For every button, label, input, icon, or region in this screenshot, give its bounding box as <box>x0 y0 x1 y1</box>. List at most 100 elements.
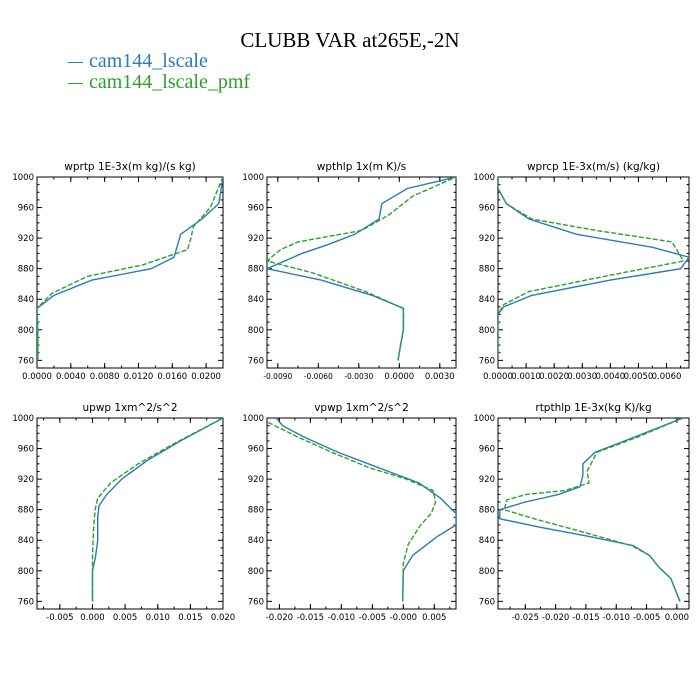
y-tick-label: 1000 <box>12 414 34 424</box>
series-line-lscale <box>499 418 684 602</box>
y-tick-label: 920 <box>479 234 495 244</box>
y-tick-label: 960 <box>479 445 495 455</box>
y-tick-label: 800 <box>18 326 34 336</box>
x-tick-label: -0.0030 <box>344 372 373 381</box>
x-tick-label: -0.005 <box>633 613 660 623</box>
x-tick-label: 0.0010 <box>511 372 541 382</box>
x-tick-label: -0.0060 <box>304 372 333 381</box>
x-tick-label: 0.015 <box>178 613 202 623</box>
y-tick-label: 960 <box>479 204 495 214</box>
y-tick-label: 1000 <box>473 414 495 424</box>
x-tick-label: -0.015 <box>297 613 324 623</box>
legend-entry-lscale: cam144_lscale <box>68 50 208 73</box>
panel-title: wpthlp 1x(m K)/s <box>317 161 407 173</box>
chart-panel-3: upwp 1xm^2/s^2 760 800 840 880 920 960 1000 -0.0… <box>12 402 235 623</box>
series-line-lscale-pmf <box>503 418 684 602</box>
chart-panel-5: rtpthlp 1E-3x(kg K)/kg 760 800 840 880 920 960… <box>473 402 690 623</box>
chart-panel-2: wprcp 1E-3x(m/s) (kg/kg) 760 800 840 880 920 9… <box>473 161 690 382</box>
y-tick-label: 920 <box>18 234 34 244</box>
y-tick-label: 800 <box>479 567 495 577</box>
series-line-lscale-pmf <box>91 418 223 602</box>
x-tick-label: 0.010 <box>146 613 170 623</box>
panel-title: wprcp 1E-3x(m/s) (kg/kg) <box>527 161 660 173</box>
x-tick-label: -0.005 <box>46 613 73 623</box>
series-line-lscale <box>267 177 456 361</box>
y-tick-label: 880 <box>18 265 34 275</box>
y-tick-label: 920 <box>248 234 264 244</box>
plot-frame <box>266 176 457 369</box>
legend-swatch-lscale <box>68 61 83 63</box>
x-tick-label: -0.025 <box>512 613 539 623</box>
y-tick-label: 1000 <box>242 173 264 183</box>
plot-frame <box>497 176 690 369</box>
plot-frame <box>266 417 457 610</box>
y-tick-label: 760 <box>479 356 495 366</box>
plot-frame <box>36 176 224 369</box>
y-tick-label: 760 <box>248 597 264 607</box>
panel-title: vpwp 1xm^2/s^2 <box>314 402 409 414</box>
chart-panel-4: vpwp 1xm^2/s^2 760 800 840 880 920 960 1000 -0.0… <box>242 402 457 623</box>
x-tick-label: 0.000 <box>665 613 689 623</box>
x-tick-label: 0.0030 <box>567 372 597 382</box>
legend-entry-lscale-pmf: cam144_lscale_pmf <box>68 71 250 94</box>
y-tick-label: 880 <box>248 506 264 516</box>
x-tick-label: 0.0040 <box>56 372 86 382</box>
series-line-lscale <box>91 418 223 602</box>
series-line-lscale <box>498 177 689 361</box>
x-tick-label: 0.0000 <box>483 372 513 382</box>
series-line-lscale-pmf <box>267 177 456 361</box>
y-tick-label: 840 <box>18 295 34 305</box>
y-tick-label: 840 <box>479 536 495 546</box>
y-tick-label: 800 <box>248 567 264 577</box>
panel-title: rtpthlp 1E-3x(kg K)/kg <box>535 402 651 414</box>
x-tick-label: 0.000 <box>80 613 104 623</box>
x-tick-label: 0.005 <box>422 613 446 623</box>
x-tick-label: 0.0000 <box>22 372 52 382</box>
y-tick-label: 960 <box>248 445 264 455</box>
x-tick-label: 0.020 <box>211 613 235 623</box>
y-tick-label: 760 <box>18 356 34 366</box>
y-tick-label: 800 <box>248 326 264 336</box>
x-tick-label: -0.000 <box>390 613 417 623</box>
y-tick-label: 1000 <box>473 173 495 183</box>
legend-swatch-lscale-pmf <box>68 82 83 84</box>
x-tick-label: -0.015 <box>572 613 599 623</box>
y-tick-label: 880 <box>18 506 34 516</box>
y-tick-label: 800 <box>479 326 495 336</box>
y-tick-label: 960 <box>18 445 34 455</box>
legend-label-lscale: cam144_lscale <box>89 50 208 72</box>
y-tick-label: 840 <box>248 295 264 305</box>
panel-title: upwp 1xm^2/s^2 <box>83 402 178 414</box>
plot-frame <box>497 417 690 610</box>
x-tick-label: -0.0090 <box>263 372 292 381</box>
y-tick-label: 920 <box>479 475 495 485</box>
y-tick-label: 880 <box>248 265 264 275</box>
x-tick-label: -0.020 <box>542 613 569 623</box>
x-tick-label: 0.0000 <box>384 372 414 382</box>
y-tick-label: 960 <box>248 204 264 214</box>
y-tick-label: 760 <box>479 597 495 607</box>
series-line-lscale-pmf <box>37 177 223 361</box>
y-tick-label: 760 <box>248 356 264 366</box>
y-tick-label: 760 <box>18 597 34 607</box>
y-tick-label: 1000 <box>242 414 264 424</box>
series-line-lscale <box>275 418 456 602</box>
legend-label-lscale-pmf: cam144_lscale_pmf <box>89 71 251 93</box>
x-tick-label: 0.0020 <box>539 372 569 382</box>
chart-panel-0: wprtp 1E-3x(m kg)/(s kg) 760 800 840 880 920 9… <box>12 161 224 382</box>
y-tick-label: 880 <box>479 506 495 516</box>
y-tick-label: 960 <box>18 204 34 214</box>
x-tick-label: 0.0080 <box>90 372 120 382</box>
y-tick-label: 920 <box>248 475 264 485</box>
series-line-lscale-pmf <box>267 421 437 602</box>
x-tick-label: 0.0030 <box>425 372 455 382</box>
x-tick-label: 0.0160 <box>157 372 187 382</box>
x-tick-label: 0.0060 <box>652 372 682 382</box>
series-line-lscale <box>37 177 223 361</box>
x-tick-label: -0.020 <box>266 613 293 623</box>
panel-title: wprtp 1E-3x(m kg)/(s kg) <box>64 161 195 173</box>
x-tick-label: 0.0050 <box>624 372 654 382</box>
y-tick-label: 920 <box>18 475 34 485</box>
x-tick-label: 0.0200 <box>191 372 221 382</box>
